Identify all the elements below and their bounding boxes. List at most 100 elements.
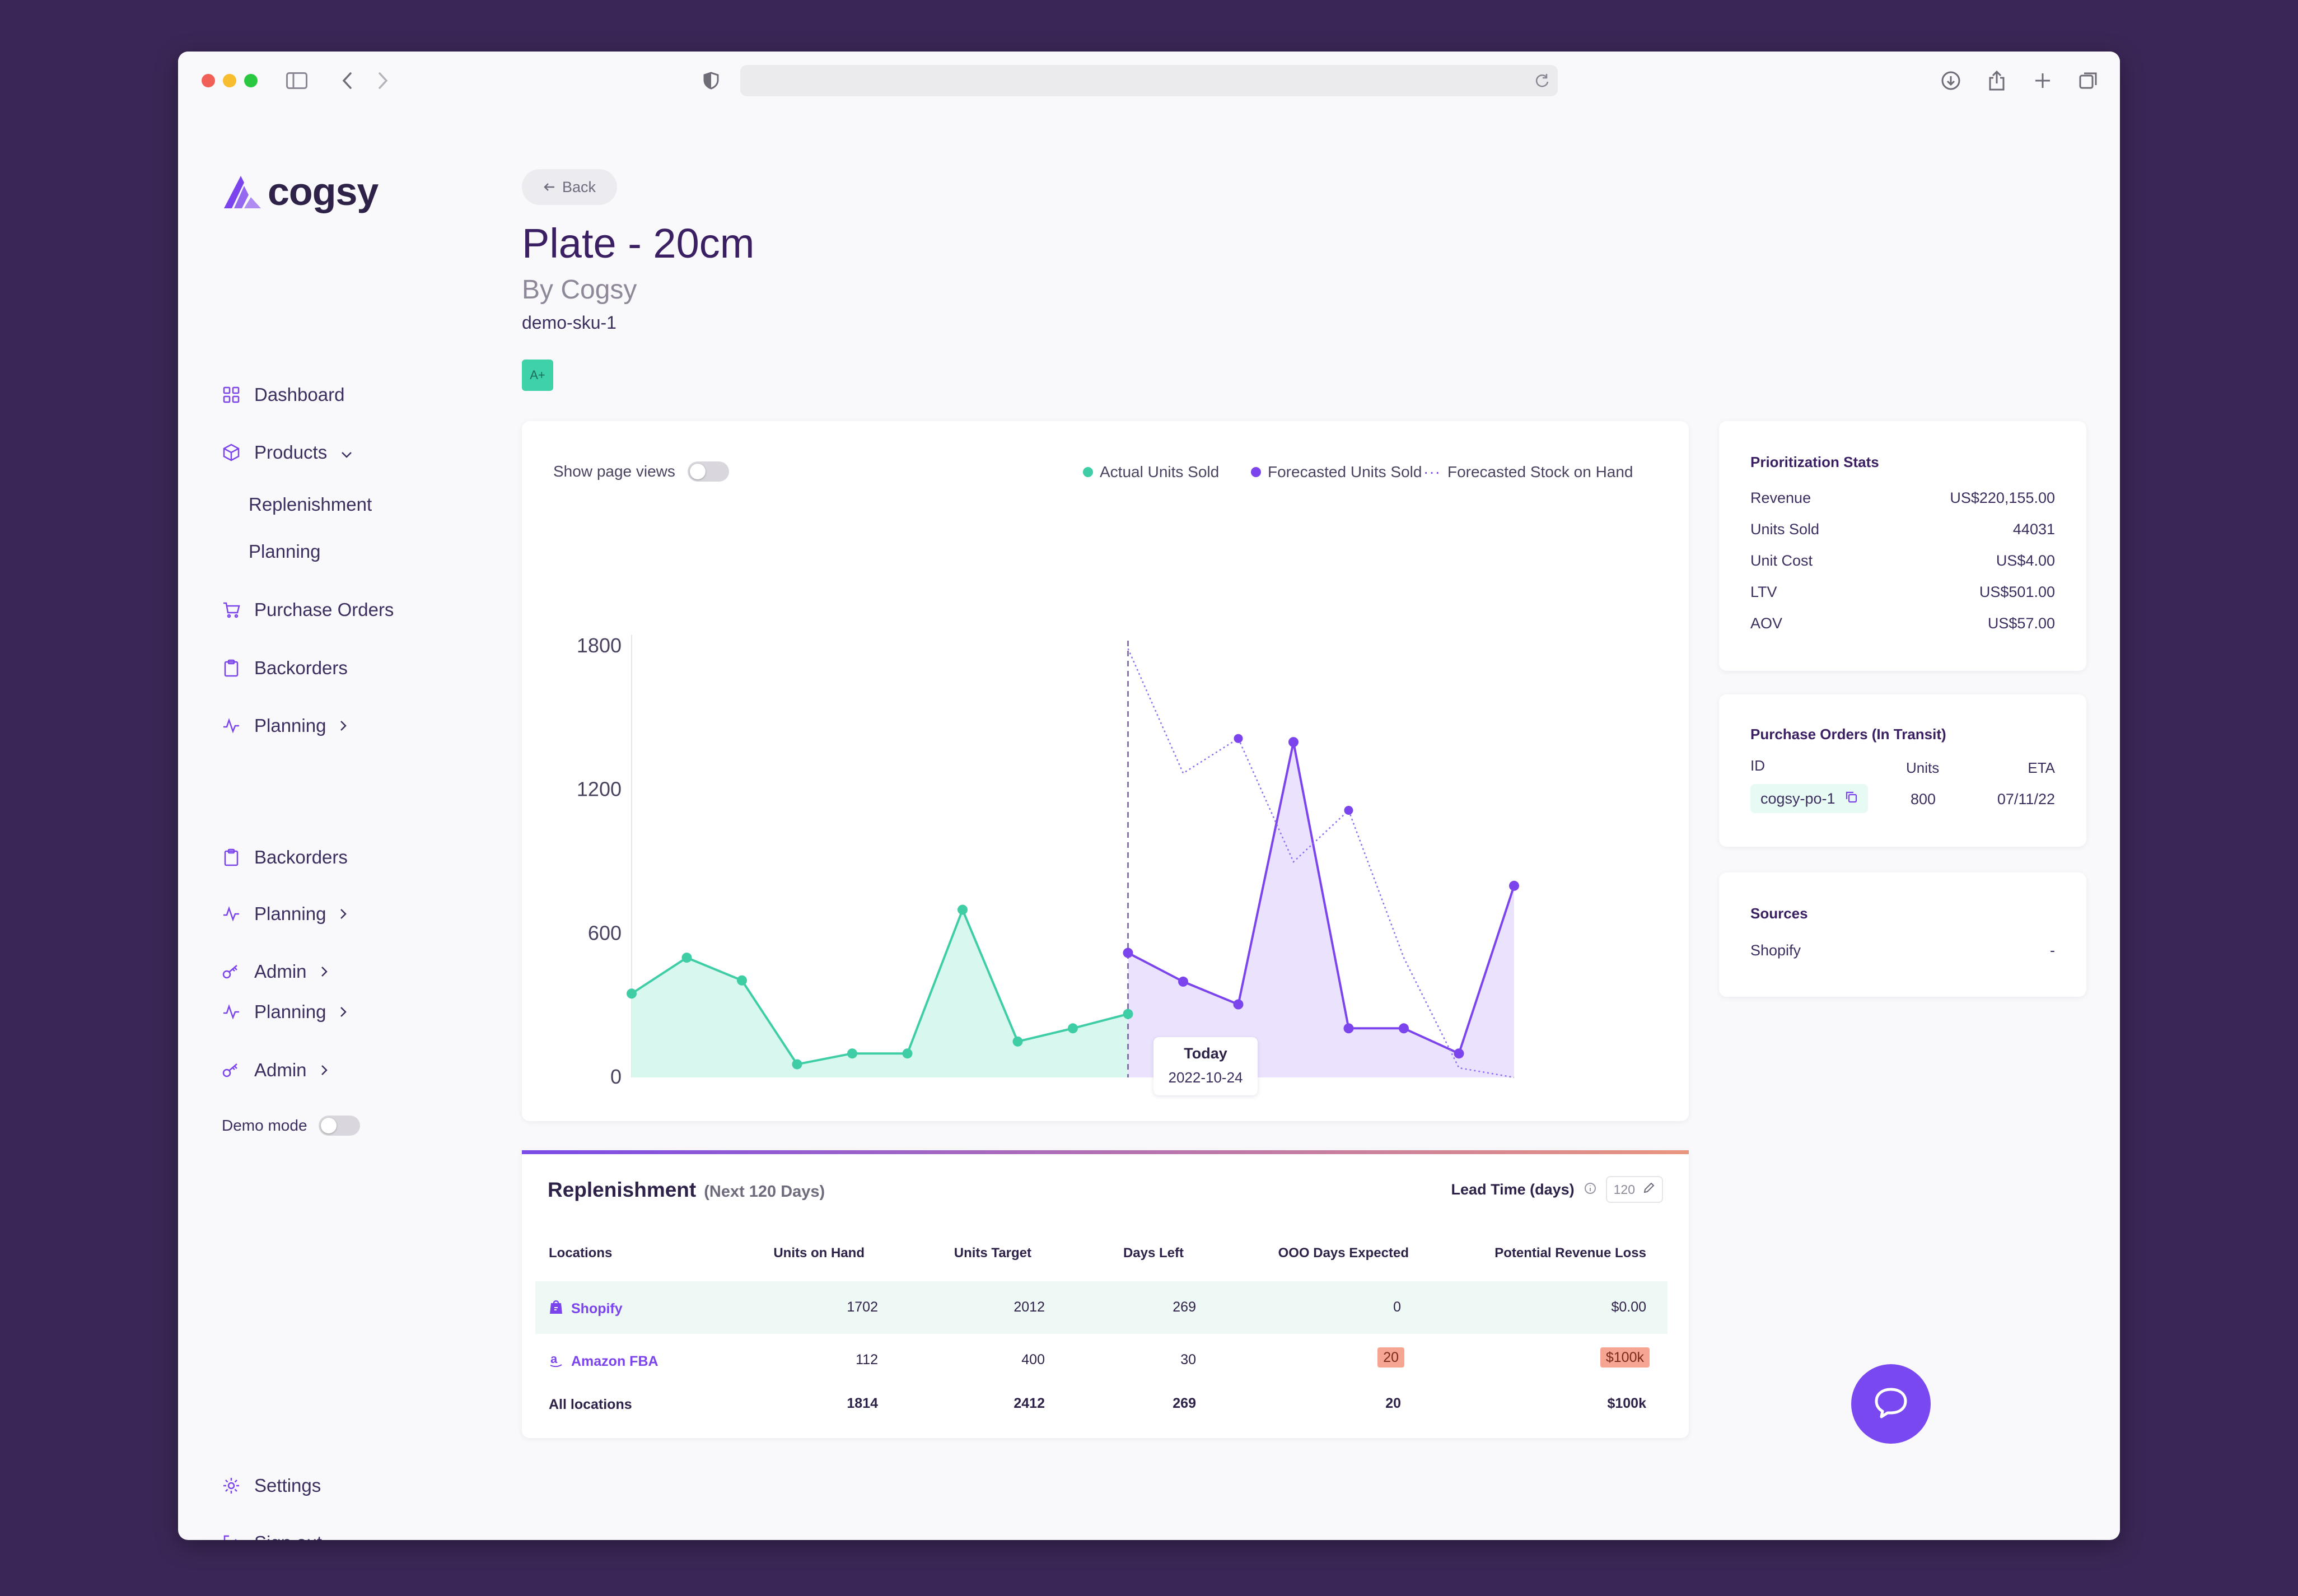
stat-row: AOV US$57.00 <box>1750 615 2055 632</box>
logo-text: cogsy <box>268 170 379 213</box>
sidebar-item-replenishment[interactable]: Replenishment <box>249 494 372 515</box>
copy-icon[interactable] <box>1844 790 1858 808</box>
po-units: 800 <box>1911 791 1936 808</box>
location-cell[interactable]: a Amazon FBA <box>549 1352 658 1371</box>
sidebar-item-label: Planning <box>254 903 326 924</box>
sidebar-item-dashboard[interactable]: Dashboard <box>222 384 344 405</box>
y-tick-label: 0 <box>610 1065 622 1088</box>
actual-series-line <box>630 908 1129 1066</box>
sidebar-toggle-icon[interactable] <box>284 68 309 93</box>
sidebar-item-backorders[interactable]: Backorders <box>222 657 348 679</box>
sidebar-item-admin[interactable]: Admin <box>222 961 328 982</box>
minimize-window-button[interactable] <box>223 74 236 87</box>
browser-window: cogsy Dashboard Products Replenishment P… <box>178 52 2120 1540</box>
box-icon <box>222 443 241 462</box>
chevron-right-icon <box>339 715 347 736</box>
info-icon[interactable] <box>1584 1182 1597 1198</box>
col-header-days-left[interactable]: Days Left <box>1123 1245 1184 1261</box>
actual-data-point <box>737 975 747 986</box>
col-header-units-on-hand[interactable]: Units on Hand <box>773 1245 865 1261</box>
product-brand: By Cogsy <box>522 275 637 305</box>
col-header-revenue-loss[interactable]: Potential Revenue Loss <box>1494 1245 1646 1261</box>
forecast-data-point <box>1343 1023 1354 1034</box>
tabs-overview-icon[interactable] <box>2076 68 2101 93</box>
reload-icon[interactable] <box>1534 72 1550 92</box>
stat-row: Unit Cost US$4.00 <box>1750 552 2055 570</box>
settings-link[interactable]: Settings <box>222 1475 321 1496</box>
back-nav-icon[interactable] <box>335 68 359 93</box>
legend-dots-stock: ··· <box>1423 463 1441 480</box>
back-label: Back <box>562 178 596 195</box>
back-button[interactable]: Back <box>522 169 618 205</box>
pulse-icon <box>222 1002 241 1021</box>
stock-data-point <box>1234 734 1243 743</box>
actual-data-point <box>958 904 968 915</box>
shield-icon[interactable] <box>699 68 723 93</box>
chevron-right-icon <box>320 961 328 982</box>
forecast-data-point <box>1454 1048 1464 1059</box>
sidebar-item-label: Admin <box>254 1060 307 1080</box>
cogsy-logo[interactable]: cogsy <box>222 169 379 214</box>
legend-forecast: Forecasted Units Sold <box>1251 463 1422 481</box>
sidebar-item-planning-3[interactable]: Planning <box>222 1001 347 1023</box>
lead-time-input[interactable]: 120 <box>1605 1176 1663 1203</box>
today-marker: Today 2022-10-24 <box>1153 1037 1258 1095</box>
address-bar[interactable] <box>740 65 1558 96</box>
arrow-left-icon <box>543 179 555 196</box>
chevron-right-icon <box>320 1060 328 1081</box>
download-icon[interactable] <box>1939 68 1963 93</box>
sidebar-item-planning[interactable]: Planning <box>222 715 347 736</box>
lead-time-value: 120 <box>1613 1182 1635 1197</box>
ooo-cell: 20 <box>1377 1347 1404 1368</box>
clipboard-icon <box>222 659 241 678</box>
svg-text:a: a <box>550 1352 558 1366</box>
actual-area <box>632 909 1128 1077</box>
pencil-icon[interactable] <box>1643 1182 1655 1197</box>
sidebar-item-label: Admin <box>254 961 307 982</box>
location-cell[interactable]: Shopify <box>549 1299 623 1319</box>
actual-data-point <box>681 953 692 963</box>
total-on-hand: 1814 <box>847 1396 878 1411</box>
stat-label: Revenue <box>1750 489 1811 506</box>
on-hand-cell: 112 <box>856 1352 878 1368</box>
legend-dot-actual <box>1083 467 1093 477</box>
loss-badge: $100k <box>1600 1347 1650 1368</box>
chat-support-button[interactable] <box>1851 1364 1931 1444</box>
sidebar-item-planning-sub[interactable]: Planning <box>249 541 320 562</box>
maximize-window-button[interactable] <box>244 74 258 87</box>
page-views-toggle[interactable] <box>687 461 729 482</box>
demo-mode-toggle[interactable] <box>318 1116 360 1136</box>
po-header-units: Units <box>1906 759 1940 776</box>
col-header-units-target[interactable]: Units Target <box>954 1245 1031 1261</box>
forward-nav-icon[interactable] <box>371 68 395 93</box>
target-cell: 2012 <box>1013 1299 1045 1315</box>
sales-chart: 1800 1200 600 0 <box>577 634 1519 1088</box>
lead-time-label: Lead Time (days) <box>1451 1180 1575 1198</box>
share-icon[interactable] <box>1984 68 2009 93</box>
legend-label: Forecasted Stock on Hand <box>1447 463 1633 480</box>
stat-label: Unit Cost <box>1750 552 1813 569</box>
stat-value: US$57.00 <box>1987 615 2055 632</box>
new-tab-icon[interactable] <box>2030 68 2055 93</box>
po-id-chip[interactable]: cogsy-po-1 <box>1750 784 1868 813</box>
close-window-button[interactable] <box>202 74 215 87</box>
table-row[interactable]: Shopify 1702 2012 269 0 $0.00 <box>535 1281 1668 1334</box>
stats-title: Prioritization Stats <box>1750 454 1879 470</box>
sidebar-item-label: Backorders <box>254 657 348 678</box>
sidebar-item-label: Replenishment <box>249 494 372 515</box>
days-left-cell: 269 <box>1173 1299 1196 1315</box>
sidebar-item-products[interactable]: Products <box>222 442 353 463</box>
col-header-locations[interactable]: Locations <box>549 1245 613 1261</box>
sidebar-item-backorders-2[interactable]: Backorders <box>222 847 348 868</box>
target-cell: 400 <box>1021 1352 1045 1368</box>
table-row[interactable]: a Amazon FBA 112 400 30 20 $100k <box>535 1334 1668 1387</box>
total-ooo: 20 <box>1385 1396 1401 1411</box>
col-header-ooo-days[interactable]: OOO Days Expected <box>1278 1245 1409 1261</box>
actual-data-point <box>627 988 637 999</box>
sidebar-item-planning-2[interactable]: Planning <box>222 903 347 925</box>
stat-value: US$220,155.00 <box>1950 489 2055 506</box>
sidebar-item-admin-2[interactable]: Admin <box>222 1060 328 1081</box>
sidebar-item-purchase-orders[interactable]: Purchase Orders <box>222 599 394 620</box>
key-icon <box>222 962 241 981</box>
sign-out-link[interactable]: Sign out <box>222 1532 322 1540</box>
